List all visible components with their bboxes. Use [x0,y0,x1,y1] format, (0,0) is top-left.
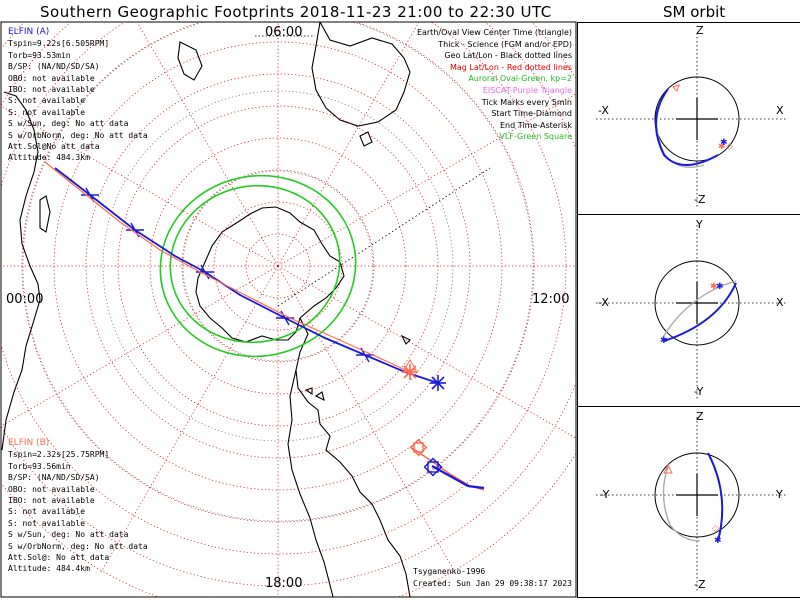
sm3-bottom: -Z [694,578,706,591]
madagascar-outline [39,195,51,233]
sm-panel-xz-plot: ✱ ✱ ◇ [596,33,788,208]
elfin-a-end-asterisk [430,375,446,391]
sun-direction-line [277,167,491,307]
svg-text:✱: ✱ [716,282,724,292]
elfin-a-name: ELFIN (A) [8,27,50,37]
legend-item: Earth/Oval View Center Time (triangle) [416,28,572,37]
legend-item: VLF-Green Square [499,132,572,142]
sm-panel-xy-plot: ✱ ✱ ✱ [596,225,788,400]
mag-grid [1,22,576,597]
elfin-a-line: S: not available [8,96,86,106]
svg-text:✱: ✱ [660,336,668,346]
elfin-b-view-triangle [403,359,417,371]
sm3-left: -Y [600,488,610,501]
continent-outlines [1,22,411,597]
islands [304,387,325,402]
elfin-a-line: S w/OrbNorm, deg: No att data [8,130,148,140]
elfin-a-line: Tspin=9.22s[6.505RPM] [8,39,110,49]
elfin-b-line: S: not available [8,518,86,528]
elfin-a-line: IBO: not available [8,85,95,95]
svg-text:◇: ◇ [712,524,719,534]
svg-text:✱: ✱ [720,138,728,148]
elfin-b-line: B/SP: (NA/ND/SD/SA) [8,473,100,483]
svg-text:✱: ✱ [714,536,722,546]
sm3-right: Y [776,488,783,501]
elfin-a-tick-marks [81,187,374,363]
elfin-b-line: Altitude: 484.4km [8,564,90,574]
antarctica-outline [195,206,345,343]
sm-panel-xz: ✱ ✱ ◇ [577,22,800,215]
sm1-right: X [776,104,784,117]
nz-outline [177,41,203,81]
south-america-outline [295,317,411,597]
elfin-b-line: Torb=93.56min [8,461,71,471]
geo-lat-circles [22,22,534,522]
elfin-b-end-asterisk [402,364,418,380]
legend-item: End Time-Asterisk [499,120,572,130]
elfin-a-track [54,167,446,391]
sm-panel-yz-plot: ◇ ✱ [596,417,788,592]
elfin-b-info: ELFIN (B) Tspin=2.32s[25.75RPM] Torb=93.… [8,438,148,575]
elfin-b-line: IBO: not available [8,496,95,506]
page-title: Southern Geographic Footprints 2018-11-2… [40,3,552,21]
elfin-a-line: OBO: not available [8,73,95,83]
south-america-west-coast [287,369,334,597]
clock-label-left: 00:00 [6,292,44,307]
elfin-b-line: S w/Sun, deg: No att data [8,530,129,540]
elfin-b-name: ELFIN (B) [8,438,50,448]
elfin-a-line: S: not available [8,107,86,117]
elfin-a-line: B/SP: (NA/ND/SD/SA) [8,62,100,72]
svg-text:◇: ◇ [726,142,733,152]
sm1-bottom: -Z [694,193,706,206]
elfin-a-footprint-line [54,167,439,384]
elfin-a-line: Altitude: 484.3km [8,153,90,163]
elfin-b-line: Tspin=2.32s[25.75RPM] [8,450,110,460]
south-georgia [400,334,411,345]
africa-outline [1,91,41,451]
elfin-b-line: S w/OrbNorm, deg: No att data [8,541,148,551]
svg-text:✱: ✱ [718,142,726,152]
clock-label-bottom: 18:00 [265,576,303,591]
sm3-top: Z [696,410,704,423]
elfin-b-start-diamond [409,438,428,457]
elfin-b-line: OBO: not available [8,484,95,494]
sm2-right: X [776,296,784,309]
sm2-left: -X [598,296,609,309]
legend-item: EISCAT-Purple Triangle [482,85,572,95]
sm1-b-start [672,84,680,92]
elfin-a-line: Torb=93.53min [8,50,71,60]
legend-item: Start Time-Diamond [491,109,572,119]
sm-orbit-title: SM orbit [663,3,726,21]
legend-item: Geo Lat/Lon - Black dotted lines [444,51,572,61]
legend-item: Mag Lat/Lon - Red dotted lines [449,62,572,72]
elfin-a-start-diamond [423,457,443,477]
sm2-bottom: -Y [694,385,704,398]
elfin-a-line: Att.Sol@No att data [8,142,100,152]
sm-panel-yz: ◇ ✱ [577,406,800,598]
sm1-top: Z [696,24,704,37]
model-label: Tsyganenko-1996 [413,567,486,576]
legend-item: Tick Marks every 5min [481,97,572,107]
clock-label-right: 12:00 [532,292,570,307]
elfin-b-line: S: not available [8,507,86,517]
elfin-b-line: Att.Sol@: No att data [8,553,110,563]
auroral-oval [159,174,357,358]
elfin-a-line: S w/Sun, deg: No att data [8,119,129,129]
legend-item: Auroral Oval-Green, kp=2 [468,74,572,84]
clock-label-top: 06:00 [265,25,303,40]
elfin-a-info: ELFIN (A) Tspin=9.22s[6.505RPM] Torb=93.… [8,27,148,164]
elfin-b-footprint-line [44,161,411,373]
sm1-left: -X [598,104,609,117]
lower-segment [409,438,485,491]
sm2-top: Y [696,218,703,231]
tasmania-outline [359,131,373,147]
australia-outline [311,22,411,127]
svg-text:✱: ✱ [710,282,718,292]
elfin-b-track [44,161,418,380]
sm-panel-xy: ✱ ✱ ✱ [577,214,800,407]
map-legend: Earth/Oval View Center Time (triangle) T… [417,27,572,143]
legend-item: Thick - Science (FGM and/or EPD) [438,39,572,49]
created-label: Created: Sun Jan 29 09:38:17 2023 [413,579,572,588]
